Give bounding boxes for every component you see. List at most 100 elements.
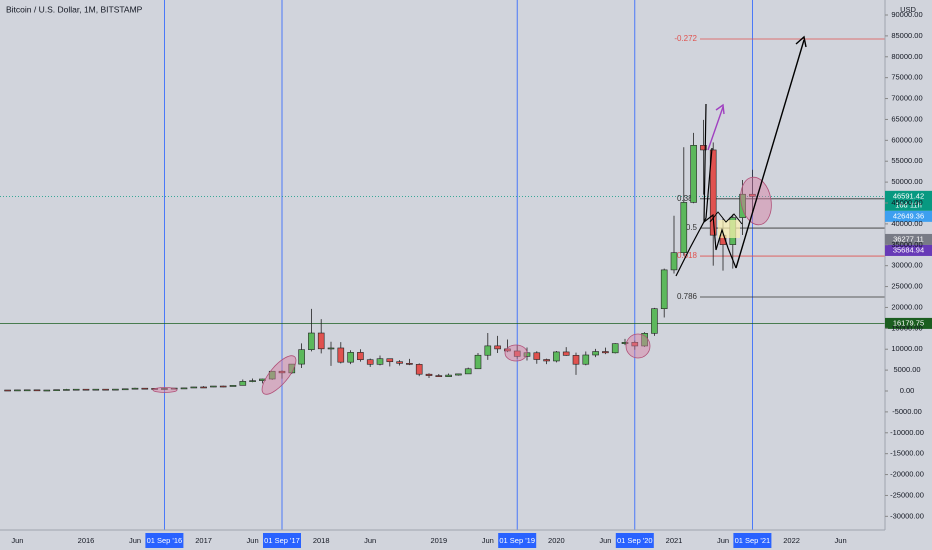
y-tick-label: -15000.00 — [890, 449, 924, 458]
date-tag — [145, 533, 184, 548]
countdown: 16d 11h — [895, 200, 922, 209]
y-tick-label: 75000.00 — [891, 73, 922, 82]
candle-body — [641, 333, 648, 347]
y-tick-label: 50000.00 — [891, 177, 922, 186]
candle-body — [739, 193, 746, 218]
candle-body — [582, 354, 590, 365]
candle-body — [504, 348, 511, 352]
ellipse — [625, 333, 651, 359]
candle-body — [357, 352, 364, 361]
x-tick-label: Jun — [247, 536, 259, 545]
date-tag-label: 01 Sep '20 — [617, 536, 653, 545]
candle-body — [219, 385, 227, 388]
y-tick-label: 40000.00 — [891, 219, 922, 228]
x-tick-label: 2021 — [666, 536, 683, 545]
date-tag-label: 01 Sep '21 — [735, 536, 771, 545]
x-tick-label: 2019 — [430, 536, 447, 545]
candle-body — [533, 352, 541, 360]
candle-body — [200, 386, 207, 389]
y-tick-label: 0.00 — [900, 386, 915, 395]
candle-body — [435, 375, 443, 377]
candle-body — [396, 361, 403, 364]
candle-body — [543, 359, 550, 362]
candle-body — [14, 389, 21, 392]
candle-body — [131, 387, 139, 390]
date-tag — [733, 533, 772, 548]
candle-body — [4, 389, 11, 392]
fib-label: 0.382 — [677, 194, 698, 203]
x-tick-label: 2022 — [783, 536, 800, 545]
candle-body — [680, 202, 688, 253]
candle-body — [102, 388, 109, 391]
candle-body — [513, 350, 521, 357]
candle-body — [298, 349, 305, 365]
candle-body — [53, 389, 60, 391]
y-tick-label: -5000.00 — [892, 407, 922, 416]
candle-body — [161, 388, 168, 390]
trend-line — [703, 103, 737, 269]
date-tag — [263, 533, 301, 548]
y-tick-label: 15000.00 — [891, 323, 922, 332]
candle-body — [347, 352, 354, 363]
candle-body — [670, 252, 678, 271]
candle-body — [92, 388, 100, 391]
candle-body — [572, 355, 580, 365]
fib-label: -0.272 — [674, 34, 697, 43]
date-tag-label: 01 Sep '19 — [499, 536, 535, 545]
candle-body — [327, 347, 335, 350]
currency: USD — [900, 5, 916, 14]
candle-body — [709, 149, 717, 236]
zigzag — [709, 211, 743, 225]
price-tag-label: 46591.42 — [893, 191, 924, 200]
y-tick-label: 5000.00 — [893, 365, 920, 374]
candle-body — [43, 389, 51, 392]
x-tick-label: 2020 — [548, 536, 565, 545]
candle-body — [180, 387, 188, 390]
candle-body — [229, 385, 237, 387]
candle-body — [611, 343, 619, 354]
candle-body — [33, 389, 41, 392]
x-tick-label: 2018 — [313, 536, 330, 545]
candle-body — [406, 363, 413, 365]
y-tick-label: 90000.00 — [891, 10, 922, 19]
candle-body — [425, 373, 433, 376]
candle-body — [72, 388, 80, 391]
candle-body — [190, 386, 198, 389]
y-tick-label: 30000.00 — [891, 261, 922, 270]
candle-body — [376, 358, 384, 365]
fib-label: 0.786 — [677, 292, 698, 301]
date-tag-label: 01 Sep '16 — [147, 536, 183, 545]
candle-body — [415, 364, 423, 375]
fib-label: 0.5 — [686, 223, 698, 232]
x-tick-label: 2017 — [195, 536, 212, 545]
candle-body — [602, 351, 609, 354]
ellipse — [152, 387, 178, 393]
candle-body — [63, 389, 70, 391]
price-axis — [885, 0, 932, 550]
candle-body — [651, 308, 658, 334]
y-tick-label: 35000.00 — [891, 240, 922, 249]
x-tick-label: 2016 — [78, 536, 95, 545]
x-tick-label: Jun — [11, 536, 23, 545]
date-tag — [498, 533, 537, 548]
chart-title: Bitcoin / U.S. Dollar, 1M, BITSTAMP — [6, 4, 143, 14]
candle-body — [484, 345, 492, 356]
candle-body — [562, 351, 570, 356]
y-tick-label: 60000.00 — [891, 135, 922, 144]
ellipse — [261, 355, 297, 395]
price-tag-label: 35684.94 — [893, 245, 924, 254]
y-tick-label: 25000.00 — [891, 282, 922, 291]
price-tag — [885, 190, 932, 211]
price-tag-label: 42649.36 — [893, 211, 924, 220]
candle-body — [749, 193, 756, 197]
candle-body — [268, 370, 276, 380]
y-tick-label: 65000.00 — [891, 114, 922, 123]
price-tag-label: 36277.11 — [893, 234, 924, 243]
candle-body — [631, 342, 639, 347]
arrow-line — [735, 39, 805, 269]
candle-body — [121, 388, 129, 391]
x-tick-label: Jun — [717, 536, 729, 545]
candle-body — [455, 373, 462, 376]
